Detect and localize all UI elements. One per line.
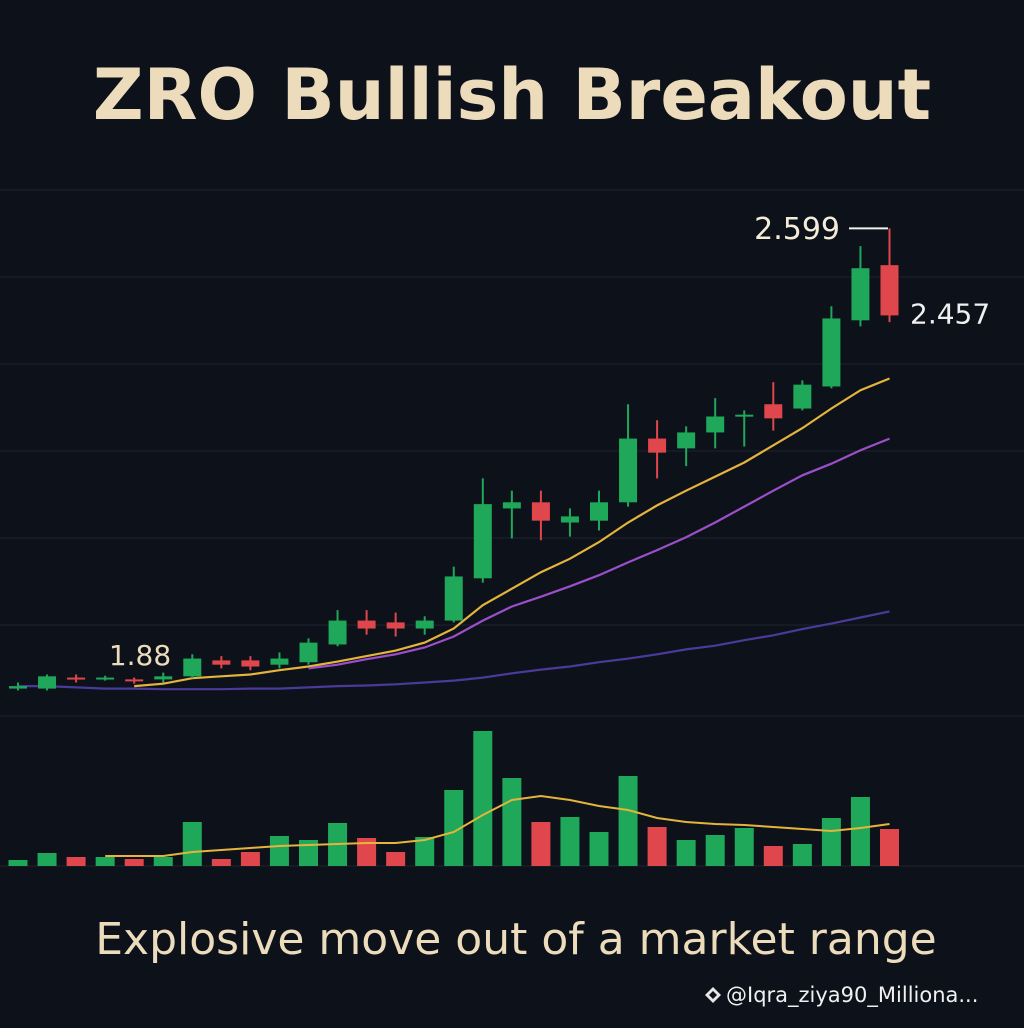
- candle-body: [299, 642, 318, 663]
- candle-body: [125, 679, 144, 682]
- candle-body: [706, 416, 725, 433]
- candle-body: [619, 438, 638, 503]
- volume-bar: [473, 731, 493, 866]
- candle-body: [212, 660, 231, 665]
- volume-bar: [792, 844, 812, 866]
- volume-bar: [240, 852, 260, 866]
- volume-bar: [821, 818, 841, 866]
- candle-body: [473, 504, 492, 579]
- plot: 1.88 2.599 2.457: [8, 212, 990, 866]
- price-annotation: 1.88: [109, 639, 171, 672]
- candle-body: [96, 677, 115, 680]
- candle-body: [793, 384, 812, 409]
- candle-body: [444, 576, 463, 621]
- volume-bar: [444, 790, 464, 866]
- watermark-icon: [705, 987, 721, 1003]
- chart-title: ZRO Bullish Breakout: [93, 54, 931, 136]
- volume-bar: [269, 836, 289, 866]
- volume-bar: [676, 840, 696, 866]
- candle-body: [502, 502, 521, 509]
- candle-body: [822, 318, 841, 387]
- volume-bar: [37, 853, 57, 866]
- volume-bar: [182, 822, 202, 866]
- volume-bar: [560, 817, 580, 866]
- volume-bar: [299, 840, 318, 866]
- candle-body: [270, 658, 289, 665]
- candle-body: [241, 660, 260, 667]
- candle-body: [648, 438, 667, 453]
- volume-bar: [618, 776, 638, 866]
- volume-bar: [502, 778, 522, 866]
- watermark: @Iqra_ziya90_Milliona...: [705, 983, 978, 1008]
- price-annotation: 2.599: [754, 212, 840, 247]
- volume-bar: [153, 857, 173, 866]
- moving-average-line: [134, 377, 890, 688]
- chart-subtitle: Explosive move out of a market range: [95, 914, 937, 965]
- candle-body: [67, 677, 86, 680]
- volume-bar: [589, 832, 609, 866]
- candle-body: [9, 686, 27, 689]
- volume-bar: [647, 827, 667, 866]
- candle-body: [386, 622, 405, 629]
- volume-bar: [415, 837, 435, 866]
- candle-body: [590, 502, 608, 521]
- volume-bar: [66, 857, 86, 866]
- volume-bar: [734, 828, 754, 866]
- volume-bar: [763, 846, 783, 866]
- moving-average-line: [308, 437, 890, 670]
- candle-body: [677, 432, 696, 449]
- volume-bar: [211, 859, 231, 866]
- volume-bar: [8, 860, 28, 866]
- candle-body: [154, 676, 173, 680]
- candle-body: [735, 414, 754, 417]
- candle-body: [764, 404, 783, 419]
- volume-bar: [95, 857, 115, 866]
- volume-bar: [531, 822, 551, 866]
- candle-body: [851, 268, 870, 321]
- volume-bar: [357, 838, 377, 866]
- candle-body: [328, 620, 347, 645]
- volume-bar: [705, 835, 725, 866]
- candle-body: [357, 620, 376, 629]
- candle-body: [531, 502, 550, 521]
- candle-body: [560, 516, 579, 523]
- candle-body: [183, 658, 202, 677]
- volume-bar: [386, 852, 406, 866]
- price-annotation: 2.457: [910, 297, 990, 330]
- volume-bar: [850, 797, 870, 866]
- candle-body: [880, 265, 899, 316]
- moving-average-line: [18, 610, 890, 691]
- volume-bar: [880, 829, 899, 866]
- watermark-text: @Iqra_ziya90_Milliona...: [726, 983, 978, 1008]
- volume-bar: [124, 859, 144, 866]
- candle-body: [38, 676, 57, 689]
- volume-ma-line: [105, 794, 890, 857]
- candle-body: [415, 620, 434, 629]
